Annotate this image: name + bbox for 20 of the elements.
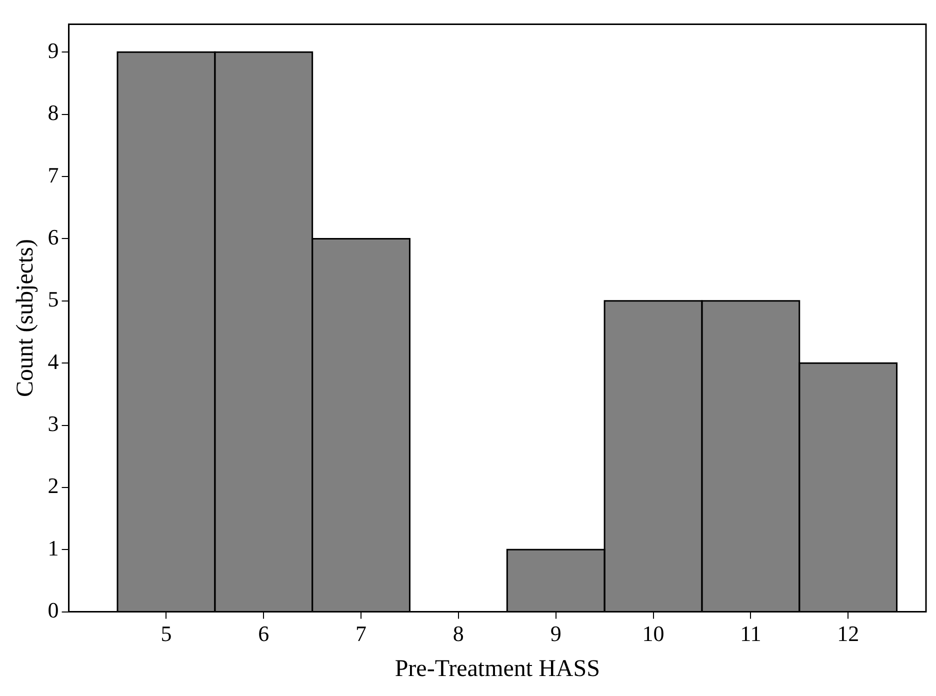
y-tick-label: 3 (48, 411, 59, 436)
x-axis-title: Pre-Treatment HASS (394, 656, 600, 682)
x-tick-label: 12 (837, 620, 860, 646)
x-tick-label: 8 (452, 620, 464, 646)
y-tick-label: 2 (48, 473, 59, 498)
x-tick-label: 10 (642, 620, 664, 646)
y-tick-label: 9 (48, 38, 59, 63)
x-tick-label: 7 (356, 620, 367, 646)
x-tick-label: 5 (160, 620, 172, 646)
y-tick-label: 8 (48, 100, 59, 126)
x-tick-label: 11 (740, 620, 762, 646)
x-tick-label: 9 (550, 620, 562, 646)
y-tick-label: 5 (48, 286, 59, 312)
y-tick-label: 7 (48, 162, 59, 188)
y-tick-label: 4 (48, 348, 59, 374)
x-tick-label: 6 (258, 620, 270, 646)
y-tick-label: 1 (48, 535, 59, 560)
y-tick-label: 0 (48, 598, 59, 623)
y-axis-title: Count (subjects) (12, 239, 39, 397)
y-tick-label: 6 (48, 224, 59, 250)
